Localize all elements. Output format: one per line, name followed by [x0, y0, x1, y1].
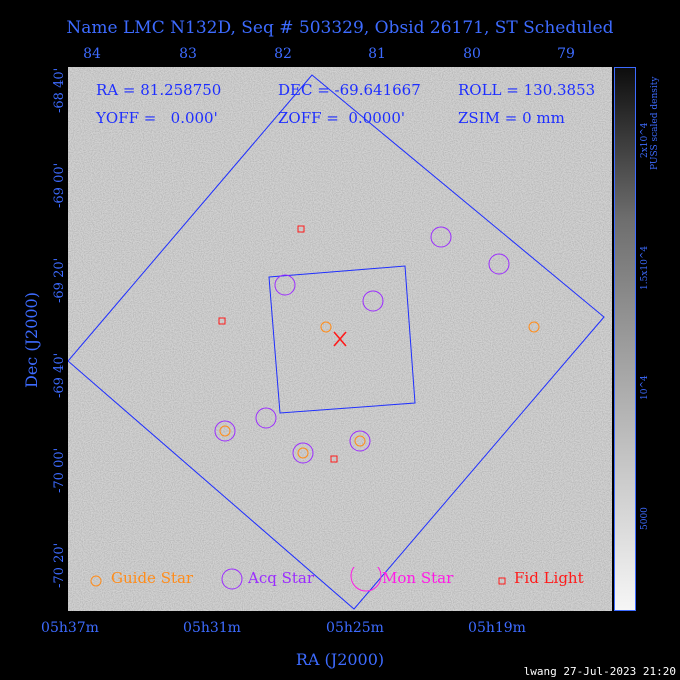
dec-tick-3: -69 20' — [52, 257, 67, 303]
legend-symbols — [90, 567, 506, 592]
legend-acq-label: Acq Star — [248, 569, 315, 587]
bottom-tick-1: 05h37m — [41, 620, 99, 636]
bottom-tick-4: 05h19m — [468, 620, 526, 636]
top-tick-80: 80 — [463, 46, 481, 62]
legend-mon-icon — [350, 567, 382, 592]
fid-light — [297, 225, 305, 233]
acq-star — [292, 442, 314, 464]
dec-tick-2: -69 00' — [52, 162, 67, 208]
guide-star — [320, 321, 332, 333]
guide-star — [219, 425, 231, 437]
top-tick-82: 82 — [274, 46, 292, 62]
top-tick-79: 79 — [557, 46, 575, 62]
guide-star — [354, 435, 366, 447]
target-cross-icon — [333, 331, 347, 347]
acq-star — [430, 226, 452, 248]
legend-acq-icon — [221, 568, 243, 590]
legend-mon-label: Mon Star — [382, 569, 454, 587]
colorbar-tick-10000: 10^4 — [640, 375, 650, 400]
legend-guide-icon — [90, 575, 102, 587]
acq-star — [214, 420, 236, 442]
legend-fid-label: Fid Light — [514, 569, 584, 587]
legend-fid-icon — [498, 577, 506, 585]
acq-star — [349, 430, 371, 452]
bottom-tick-3: 05h25m — [326, 620, 384, 636]
info-yoff: YOFF = 0.000' — [96, 109, 218, 127]
timestamp-stamp: lwang 27-Jul-2023 21:20 — [523, 665, 676, 678]
colorbar-label: PUSS scaled density — [650, 76, 660, 170]
bottom-tick-2: 05h31m — [183, 620, 241, 636]
dec-tick-6: -70 20' — [52, 542, 67, 588]
x-axis-label: RA (J2000) — [295, 650, 385, 669]
field-of-view-plot — [67, 67, 612, 611]
y-axis-label: Dec (J2000) — [22, 292, 41, 388]
info-dec: DEC = -69.641667 — [278, 81, 421, 99]
info-roll: ROLL = 130.3853 — [458, 81, 596, 99]
dec-tick-5: -70 00' — [52, 447, 67, 493]
dec-tick-1: -68 40' — [52, 67, 67, 113]
top-tick-84: 84 — [83, 46, 101, 62]
acq-star — [362, 290, 384, 312]
fid-light — [218, 317, 226, 325]
acq-star — [488, 253, 510, 275]
colorbar-tick-20000: 2x10^4 — [640, 122, 650, 158]
top-tick-83: 83 — [179, 46, 197, 62]
detector-outline — [268, 265, 416, 414]
dec-tick-4: -69 40' — [52, 352, 67, 398]
acq-star — [274, 274, 296, 296]
sky-image-panel: RA = 81.258750 DEC = -69.641667 ROLL = 1… — [67, 67, 612, 611]
plot-title: Name LMC N132D, Seq # 503329, Obsid 2617… — [66, 18, 614, 38]
legend-guide-label: Guide Star — [111, 569, 194, 587]
info-zsim: ZSIM = 0 mm — [458, 109, 565, 127]
colorbar-tick-15000: 1.5x10^4 — [640, 245, 650, 290]
guide-star — [528, 321, 540, 333]
colorbar-tick-5000: 5000 — [640, 507, 650, 530]
fid-light — [330, 455, 338, 463]
acq-star — [255, 407, 277, 429]
guide-star — [297, 447, 309, 459]
top-tick-81: 81 — [368, 46, 386, 62]
density-colorbar — [614, 67, 636, 611]
outer-fov-outline — [67, 74, 605, 610]
info-ra: RA = 81.258750 — [96, 81, 222, 99]
info-zoff: ZOFF = 0.0000' — [278, 109, 406, 127]
